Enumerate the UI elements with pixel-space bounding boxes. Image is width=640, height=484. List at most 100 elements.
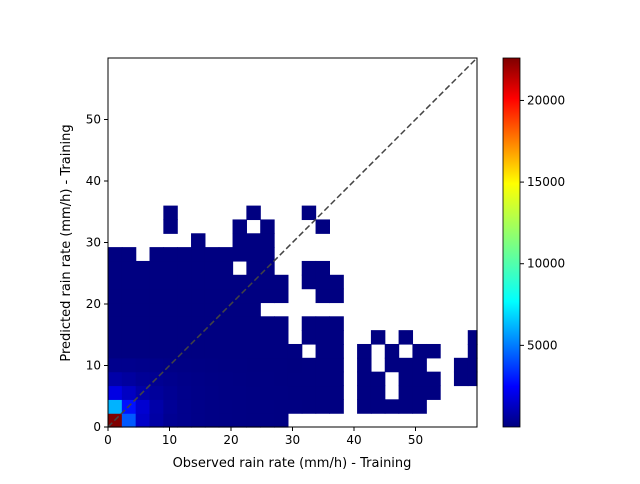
heatmap-cell xyxy=(453,371,469,387)
heatmap-cell xyxy=(121,343,137,359)
heatmap-cell xyxy=(315,260,330,276)
heatmap-cell xyxy=(315,399,330,414)
heatmap-cell xyxy=(370,385,386,400)
heatmap-cell xyxy=(287,399,303,414)
heatmap-cell xyxy=(177,385,192,400)
heatmap-cell xyxy=(301,205,317,221)
heatmap-cell xyxy=(177,371,192,387)
heatmap-cell xyxy=(108,371,123,387)
heatmap-cell xyxy=(301,316,317,331)
heatmap-cell xyxy=(218,260,234,276)
heatmap-cell xyxy=(135,302,151,317)
heatmap-cell xyxy=(232,343,247,359)
heatmap-cell xyxy=(149,274,164,290)
heatmap-cell xyxy=(177,288,192,304)
x-tick-label: 0 xyxy=(104,433,112,447)
heatmap-cell xyxy=(412,371,427,387)
heatmap-cell xyxy=(191,288,206,304)
heatmap-cell xyxy=(274,399,289,414)
heatmap-cell xyxy=(191,343,206,359)
heatmap-cell xyxy=(274,330,289,345)
heatmap-cell xyxy=(135,357,151,373)
heatmap-cell xyxy=(191,247,206,262)
heatmap-cell xyxy=(218,385,234,400)
heatmap-cell xyxy=(260,385,275,400)
heatmap-cell xyxy=(149,302,164,317)
colorbar-tick-label: 10000 xyxy=(527,257,565,271)
heatmap-cell xyxy=(232,371,247,387)
heatmap-cell xyxy=(163,260,178,276)
heatmap-cell xyxy=(204,302,220,317)
heatmap-cell xyxy=(384,343,400,359)
heatmap-cell xyxy=(260,330,275,345)
x-axis-label: Observed rain rate (mm/h) - Training xyxy=(173,456,412,471)
heatmap-cell xyxy=(287,343,303,359)
heatmap-cell xyxy=(329,274,344,290)
heatmap-cell xyxy=(315,219,330,234)
heatmap-cell xyxy=(191,371,206,387)
heatmap-cell xyxy=(412,343,427,359)
y-tick-label: 10 xyxy=(86,359,101,373)
x-tick-label: 50 xyxy=(408,433,423,447)
heatmap-cell xyxy=(149,260,164,276)
heatmap-cell xyxy=(121,316,137,331)
heatmap-cell xyxy=(177,357,192,373)
heatmap-cell xyxy=(204,371,220,387)
heatmap-cell xyxy=(274,385,289,400)
heatmap-cell xyxy=(398,330,414,345)
heatmap-cell xyxy=(260,247,275,262)
heatmap-cell xyxy=(204,385,220,400)
heatmap-cell xyxy=(135,343,151,359)
heatmap-cell xyxy=(357,357,372,373)
heatmap-cell xyxy=(232,302,247,317)
heatmap-cell xyxy=(177,247,192,262)
heatmap-cell xyxy=(315,288,330,304)
heatmap-cell xyxy=(232,247,247,262)
heatmap-cell xyxy=(108,385,123,400)
heatmap-cell xyxy=(232,233,247,248)
heatmap-cell xyxy=(108,343,123,359)
heatmap-cell xyxy=(260,371,275,387)
heatmap-cell xyxy=(204,343,220,359)
colorbar-tick-label: 15000 xyxy=(527,175,565,189)
heatmap-cell xyxy=(191,302,206,317)
heatmap-cell xyxy=(149,357,164,373)
heatmap-cell xyxy=(191,260,206,276)
heatmap-cell xyxy=(191,399,206,414)
y-axis-ticks: 0 10 20 30 40 50 xyxy=(86,113,108,434)
heatmap-cell xyxy=(191,233,206,248)
x-tick-label: 40 xyxy=(346,433,361,447)
heatmap-cell xyxy=(287,371,303,387)
heatmap-cell xyxy=(191,385,206,400)
heatmap-cell xyxy=(177,260,192,276)
heatmap-cell xyxy=(163,316,178,331)
heatmap-cell xyxy=(412,385,427,400)
heatmap-cell xyxy=(232,316,247,331)
x-tick-label: 20 xyxy=(223,433,238,447)
heatmap-cell xyxy=(163,288,178,304)
heatmap-cell xyxy=(108,316,123,331)
heatmap-cell xyxy=(121,274,137,290)
heatmap-cell xyxy=(121,247,137,262)
heatmap-cell xyxy=(301,399,317,414)
heatmap-cell xyxy=(121,260,137,276)
heatmap-cell xyxy=(121,302,137,317)
heatmap-cell xyxy=(191,316,206,331)
heatmap-cell xyxy=(246,371,261,387)
heatmap-cell xyxy=(149,330,164,345)
colorbar xyxy=(502,57,521,428)
heatmap-cell xyxy=(426,371,441,387)
heatmap-cell xyxy=(246,233,261,248)
heatmap-cell xyxy=(260,274,275,290)
heatmap-cell xyxy=(218,343,234,359)
heatmap-cell xyxy=(204,357,220,373)
heatmap-cell xyxy=(329,357,344,373)
heatmap-cell xyxy=(357,399,372,414)
colorbar-tick-label: 5000 xyxy=(527,338,558,352)
heatmap-cell xyxy=(163,219,178,234)
heatmap-cell xyxy=(287,385,303,400)
heatmap-cell xyxy=(412,399,427,414)
heatmap-cell xyxy=(191,357,206,373)
heatmap-cell xyxy=(218,357,234,373)
